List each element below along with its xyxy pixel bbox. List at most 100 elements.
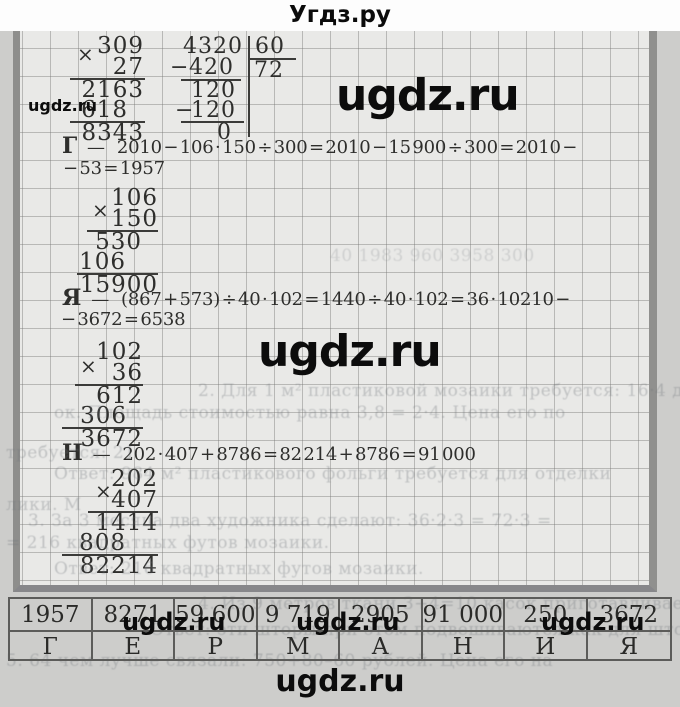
factor: 36 bbox=[111, 360, 143, 386]
factor: 102 bbox=[96, 339, 143, 365]
rule-line bbox=[62, 554, 158, 556]
partial-product: 808 bbox=[79, 530, 126, 556]
answer-letter: Н bbox=[423, 632, 505, 661]
partial-product: 530 bbox=[95, 229, 142, 255]
factor: 407 bbox=[111, 487, 158, 513]
factor: 202 bbox=[111, 466, 158, 492]
watermark: ugdz.ru bbox=[275, 664, 405, 699]
equation-letter-ya-continued: − 3672 = 6538 bbox=[61, 309, 186, 330]
division-step: 420 bbox=[189, 55, 234, 80]
equation-text: − 53 = 1957 bbox=[63, 158, 165, 179]
answer-letter: Е bbox=[93, 632, 175, 661]
multiply-icon: × bbox=[77, 42, 94, 66]
ghost-text-line: 5. 64 чем лучше связали: 750+80–60 рубле… bbox=[6, 651, 554, 671]
answer-code-table: 1957 8271 59 600 9 719 2905 91 000 250 3… bbox=[8, 597, 672, 661]
answer-value: 8271 bbox=[92, 599, 175, 632]
rule-line bbox=[248, 58, 296, 60]
equation-letter-g-continued: − 53 = 1957 bbox=[63, 158, 165, 179]
product-result: 8343 bbox=[81, 120, 144, 146]
answer-letter: Г bbox=[62, 133, 77, 159]
minus-sign: − bbox=[170, 55, 190, 80]
answer-value: 1957 bbox=[10, 599, 93, 632]
product-result: 15900 bbox=[79, 272, 158, 298]
watermark: ugdz.ru bbox=[258, 326, 442, 377]
partial-product: 612 bbox=[96, 383, 143, 409]
partial-product: 1414 bbox=[95, 510, 158, 536]
factor: 150 bbox=[111, 206, 158, 232]
answer-value: 2905 bbox=[340, 599, 423, 632]
rule-line bbox=[88, 511, 158, 513]
answer-letter: Г bbox=[10, 632, 93, 661]
column-multiplication-202x407: × 202 407 1414 808 82214 bbox=[62, 466, 158, 579]
notebook-grid-paper bbox=[13, 31, 657, 592]
watermark: ugdz.ru bbox=[296, 608, 400, 636]
ghost-text-line: Ответ: 984 м² пластикового фольги требуе… bbox=[54, 464, 612, 484]
rule-line bbox=[62, 427, 143, 429]
ghost-text-line: 4. Из 9 метров ткани 3+4=10 касок пригот… bbox=[198, 594, 680, 614]
equation-text: 202 · 407 + 8786 = 82 214 + 8786 = 91 00… bbox=[122, 444, 476, 465]
product-result: 82214 bbox=[79, 553, 158, 579]
column-multiplication-102x36: × 102 36 612 306 3672 bbox=[62, 339, 143, 452]
factor: 27 bbox=[112, 54, 144, 80]
rule-line bbox=[87, 230, 158, 232]
column-multiplication-309x27: × 309 27 2163 618 8343 bbox=[70, 33, 145, 146]
dash: — bbox=[91, 289, 110, 310]
factor: 106 bbox=[111, 185, 158, 211]
watermark: ugdz.ru bbox=[122, 608, 226, 636]
ghost-text-line: ок. Площадь стоимостью равна 3,8 = 2·4. … bbox=[54, 403, 566, 423]
division-bracket-line bbox=[248, 36, 250, 137]
divisor: 60 bbox=[255, 34, 285, 59]
answer-value: 9 719 bbox=[257, 599, 340, 632]
answer-value: 3672 bbox=[587, 599, 670, 632]
rule-line bbox=[75, 384, 143, 386]
answer-letter: Я bbox=[62, 285, 82, 311]
multiply-icon: × bbox=[92, 198, 109, 222]
answer-value: 91 000 bbox=[422, 599, 505, 632]
answer-letter: М bbox=[258, 632, 340, 661]
dash: — bbox=[92, 444, 111, 465]
dash: — bbox=[87, 137, 105, 158]
factor: 309 bbox=[97, 33, 144, 59]
equation-letter-ya: Я — (867 + 573) ÷ 40 · 102 = 1440 ÷ 40 · 1… bbox=[62, 285, 570, 311]
equation-text: (867 + 573) ÷ 40 · 102 = 1440 ÷ 40 · 102… bbox=[121, 289, 571, 310]
multiply-icon: × bbox=[80, 354, 97, 378]
ghost-text-line: 3. За 3 месяца два художника сделают: 36… bbox=[28, 511, 552, 531]
dividend: 4320 bbox=[183, 34, 243, 59]
watermark: ugdz.ru bbox=[28, 96, 97, 115]
ghost-text-line: Ответ: 216 квадратных футов мозаики. bbox=[54, 559, 424, 579]
partial-product: 2163 bbox=[81, 77, 144, 103]
partial-product: 618 bbox=[81, 97, 128, 123]
rule-line bbox=[77, 273, 158, 275]
rule-line bbox=[181, 121, 244, 123]
site-title: Угдз.ру bbox=[289, 2, 391, 28]
division-step: 120 bbox=[191, 78, 236, 103]
watermark: ugdz.ru bbox=[336, 70, 520, 121]
partial-product: 106 bbox=[79, 249, 126, 275]
product-result: 3672 bbox=[80, 426, 143, 452]
division-step: 120 bbox=[191, 98, 236, 123]
watermark: ugdz.ru bbox=[541, 608, 645, 636]
ghost-text-line: требуется: 21 bbox=[6, 443, 136, 463]
quotient: 72 bbox=[254, 58, 284, 83]
multiply-icon: × bbox=[95, 479, 112, 503]
ghost-text-line: лики. М bbox=[6, 495, 82, 515]
answer-letter: Я bbox=[619, 633, 639, 660]
answer-letter: А bbox=[340, 632, 423, 661]
rule-line bbox=[70, 78, 145, 80]
partial-product: 306 bbox=[80, 403, 127, 429]
answer-value: 250 bbox=[505, 599, 588, 632]
answer-letter: И bbox=[505, 632, 588, 661]
minus-sign: − bbox=[175, 98, 195, 123]
ghost-text-line: = 216 квадратных футов мозаики. bbox=[6, 533, 330, 553]
header-band bbox=[0, 0, 680, 31]
equation-text: 2010 − 106 · 150 ÷ 300 = 2010 − 15 900 ÷… bbox=[116, 137, 578, 158]
equation-letter-n: Н — 202 · 407 + 8786 = 82 214 + 8786 = 91 … bbox=[62, 440, 476, 466]
column-multiplication-106x150: × 106 150 530 106 15900 bbox=[77, 185, 158, 298]
equation-text: − 3672 = 6538 bbox=[61, 309, 186, 330]
ghost-text-line: 40 1983 960 3958 300 bbox=[330, 246, 535, 266]
rule-line bbox=[181, 79, 241, 81]
answer-value: 59 600 bbox=[175, 599, 258, 632]
equation-letter-g: Г — 2010 − 106 · 150 ÷ 300 = 2010 − 15 900… bbox=[62, 133, 577, 159]
remainder: 0 bbox=[217, 120, 232, 145]
